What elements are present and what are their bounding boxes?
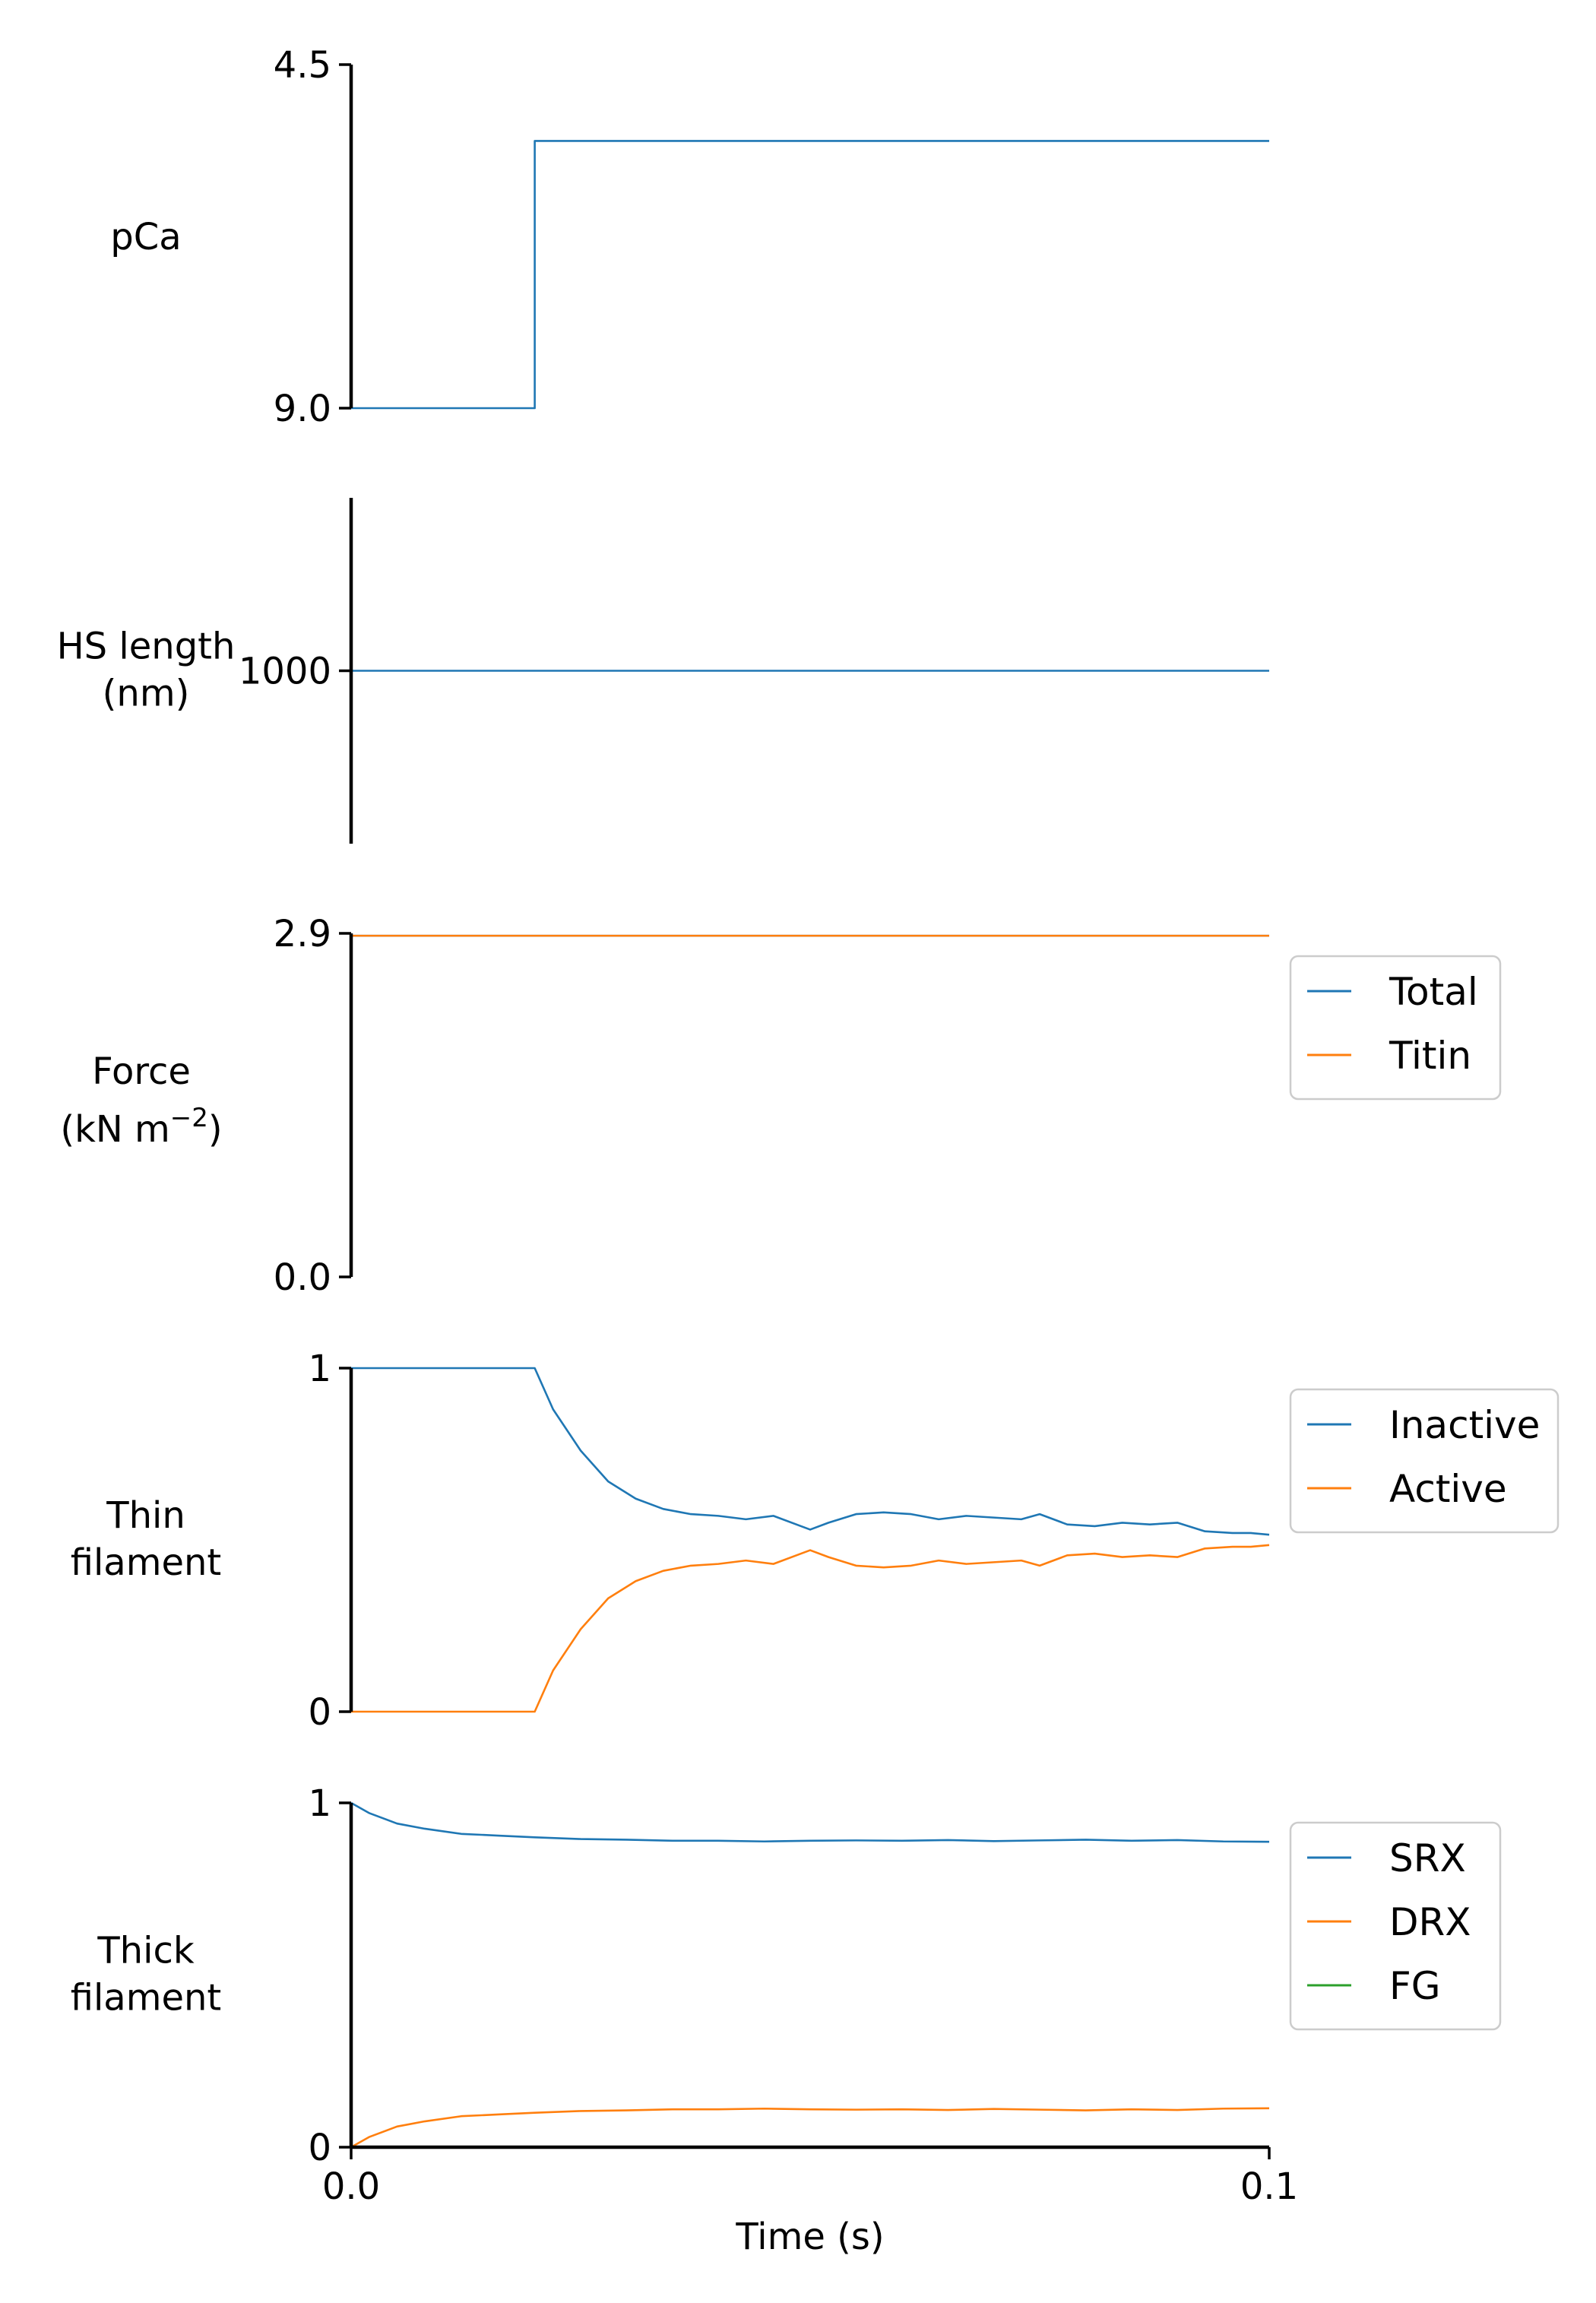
y-tick-label: 0.0 bbox=[274, 1256, 331, 1299]
x-tick-label: 0.0 bbox=[322, 2165, 380, 2208]
series-line-1-1 bbox=[351, 140, 1269, 410]
legend: Total Titin bbox=[1289, 955, 1502, 1101]
y-tick-label: 1000 bbox=[239, 651, 331, 693]
legend-label-total: Total bbox=[1389, 970, 1478, 1014]
legend-label-active: Active bbox=[1389, 1467, 1507, 1511]
y-tick-label: 1 bbox=[308, 1348, 331, 1390]
panel-5: 1 0 Thick filament 0.0 0.1 Time (s) SRX DRX FG bbox=[71, 1782, 1502, 2258]
y-tick-label: 9.0 bbox=[274, 388, 331, 430]
y-tick-label: 0 bbox=[308, 1691, 331, 1734]
x-axis-label: Time (s) bbox=[735, 2216, 884, 2258]
y-axis-label-close: ) bbox=[208, 1108, 223, 1151]
y-axis-label: Thin bbox=[106, 1494, 185, 1537]
legend-label-srx: SRX bbox=[1389, 1836, 1466, 1880]
x-tick-label: 0.1 bbox=[1240, 2165, 1298, 2208]
legend: Inactive Active bbox=[1289, 1388, 1560, 1534]
y-axis-label-unit-base: (kN m bbox=[60, 1108, 169, 1151]
y-tick-label: 4.5 bbox=[274, 44, 331, 87]
legend-label-drx: DRX bbox=[1389, 1900, 1471, 1944]
legend-box bbox=[1289, 1388, 1560, 1534]
series-line-drx bbox=[350, 2107, 1270, 2149]
y-axis-label: pCa bbox=[110, 216, 181, 258]
y-tick-label: 2.9 bbox=[274, 913, 331, 955]
y-axis-label: HS length bbox=[57, 626, 236, 668]
y-tick-label: 0 bbox=[308, 2127, 331, 2169]
y-axis-label-line-2: filament bbox=[71, 1977, 222, 2019]
y-tick-label: 1 bbox=[308, 1782, 331, 1825]
panel-1: 4.5 9.0 pCa bbox=[110, 44, 1269, 430]
legend-label-inactive: Inactive bbox=[1389, 1403, 1540, 1447]
panel-3: 2.9 0.0 Force (kN m−2) Total Titin bbox=[60, 913, 1502, 1299]
legend-box bbox=[1289, 1821, 1502, 2031]
y-axis-label: Thick bbox=[97, 1930, 194, 1972]
y-axis-label-units: (kN m−2) bbox=[60, 1103, 222, 1151]
y-axis-label-line-2: filament bbox=[71, 1541, 222, 1584]
y-axis-label-line-2: (nm) bbox=[103, 673, 190, 715]
legend: SRX DRX FG bbox=[1289, 1821, 1502, 2031]
series-line-active bbox=[351, 1544, 1270, 1713]
legend-label-fg: FG bbox=[1389, 1964, 1441, 2008]
series-line-inactive bbox=[351, 1367, 1270, 1536]
y-axis-label-exponent: −2 bbox=[170, 1103, 208, 1133]
series-line-srx bbox=[350, 1801, 1270, 1843]
legend-label-titin: Titin bbox=[1389, 1034, 1471, 1078]
y-axis-label: Force bbox=[92, 1050, 191, 1093]
